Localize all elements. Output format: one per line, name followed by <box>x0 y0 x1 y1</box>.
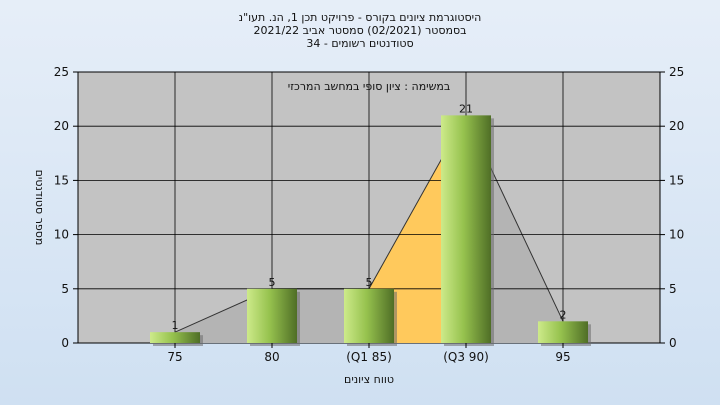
bar <box>538 321 588 343</box>
data-label: 21 <box>459 102 473 115</box>
bar <box>344 288 394 343</box>
bar <box>150 332 200 343</box>
data-label: 5 <box>366 276 373 289</box>
grid-layer <box>78 72 660 343</box>
y-tick-label-right: 15 <box>669 173 684 187</box>
x-tick-label: 80 <box>264 350 279 364</box>
bars-layer: 1 5 5 21 2 <box>150 102 591 346</box>
x-tick-label: 75 <box>167 350 182 364</box>
plot-annotation: במשימה : ציון סופי במחשב המרכזי <box>288 80 451 93</box>
y-tick-label-right: 5 <box>669 282 677 296</box>
x-tick-label: (Q1 85) <box>346 350 392 364</box>
y-tick-label-right: 0 <box>669 336 677 350</box>
y-axis-title: מספר סטודנטים <box>33 170 46 246</box>
y-tick-label-right: 10 <box>669 228 684 242</box>
chart-title-line-1: היסטוגרמת ציונים בקורס - פרויקט תכן 1, ה… <box>239 11 482 24</box>
x-axis-title: טווח ציונים <box>344 373 394 386</box>
y-tick-label-left: 25 <box>54 65 69 79</box>
data-label: 1 <box>172 319 179 332</box>
chart-title-line-2: בסמסטר (02/2021) סמסטר אביב 2021/22 <box>253 24 466 37</box>
x-tick-label: (Q3 90) <box>443 350 489 364</box>
bar <box>247 288 297 343</box>
y-tick-label-left: 20 <box>54 119 69 133</box>
data-label: 5 <box>269 276 276 289</box>
y-tick-label-left: 5 <box>61 282 69 296</box>
y-tick-label-left: 15 <box>54 173 69 187</box>
x-tick-label: 95 <box>555 350 570 364</box>
bar <box>441 115 491 343</box>
data-label: 2 <box>560 308 567 321</box>
y-tick-label-right: 20 <box>669 119 684 133</box>
y-tick-label-left: 10 <box>54 228 69 242</box>
chart-title-line-3: סטודנטים רשומים - 34 <box>306 37 413 50</box>
y-tick-label-right: 25 <box>669 65 684 79</box>
y-tick-label-left: 0 <box>61 336 69 350</box>
